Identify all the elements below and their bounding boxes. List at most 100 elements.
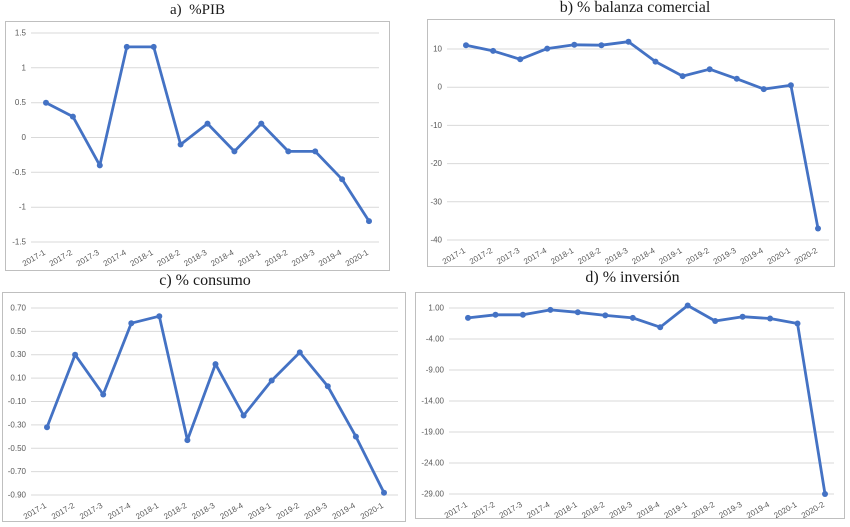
x-tick-label: 2019-2 [685,246,712,266]
data-point [794,320,801,327]
y-tick-label: -0.30 [8,420,27,429]
chart-a-title: a) %PIB [170,2,225,18]
x-tick-label: 2018-2 [576,246,603,266]
data-point [381,489,387,496]
x-tick-label: 2019-3 [712,246,739,266]
x-tick-label: 2019-2 [690,500,717,518]
x-tick-label: 2017-1 [441,246,468,266]
x-tick-label: 2018-1 [134,501,161,521]
y-tick-label: 0.10 [10,374,26,383]
y-tick-label: 0.5 [15,98,27,107]
y-tick-label: -9.00 [426,366,445,375]
data-point [96,162,103,169]
x-tick-label: 2017-2 [48,248,75,269]
chart-c-panel: 0.70 0.50 0.30 0.10 -0.10 -0.30 -0.50 -0.70 -0.9… [2,292,406,522]
data-point [706,66,713,73]
x-tick-label: 2017-3 [495,246,522,266]
y-tick-label: -0.5 [12,168,26,177]
y-tick-label: -0.50 [8,444,27,453]
data-point [69,113,76,120]
y-tick-label: -0.10 [8,397,27,406]
data-point [324,383,331,390]
x-tick-label: 2017-4 [106,501,133,521]
x-tick-label: 2019-4 [739,246,766,266]
y-tick-label: -19.00 [421,428,444,437]
y-tick-label: 0 [22,133,27,142]
data-point [204,120,211,127]
data-point [679,73,686,80]
x-tick-label: 2020-2 [793,246,820,266]
data-point [787,82,794,89]
y-tick-label: 10 [433,45,442,54]
x-tick-label: 2018-4 [219,501,246,521]
chart-d-title: d) % inversión [585,269,680,286]
y-tick-label: -40 [430,236,442,245]
chart-c-title: c) % consumo [159,272,251,289]
data-point [739,313,746,320]
x-tick-label: 2019-1 [236,248,263,269]
x-tick-label: 2017-3 [498,500,525,518]
data-point [268,377,275,384]
chart-b-title: b) % balanza comercial [559,0,711,16]
y-tick-label: -20 [430,159,442,168]
data-point [629,314,636,321]
y-tick-label: -1 [19,203,27,212]
x-tick-label: 2019-1 [658,246,685,266]
x-tick-label: 2020-1 [766,246,793,266]
y-tick-label: -1.5 [12,238,26,247]
data-point [72,351,79,358]
data-point [684,302,691,309]
x-tick-label: 2019-3 [718,500,745,518]
data-point [822,491,828,497]
chart-d-panel: 1.00 -4.00 -9.00 -14.00 -19.00 -24.00 -29.00 20… [415,292,845,519]
line-series [464,40,820,230]
y-tick-label: 0 [438,83,443,92]
x-tick-label: 2017-1 [22,501,49,521]
data-point [212,361,219,368]
data-point [352,433,359,440]
x-tick-label: 2018-2 [162,501,189,521]
data-point [490,47,497,54]
data-point [492,311,499,318]
x-tick-label: 2017-2 [470,500,497,518]
x-tick-label: 2017-1 [443,500,470,518]
data-point [815,225,821,232]
chart-d-canvas: 1.00-4.00-9.00-14.00-19.00-24.00-29.0020… [421,302,834,518]
data-point [574,309,581,316]
data-point [652,58,659,65]
x-tick-label: 2017-3 [78,501,105,521]
data-point [296,349,303,356]
x-tick-label: 2020-1 [359,501,386,521]
data-point [240,412,247,419]
x-tick-label: 2018-2 [580,500,607,518]
x-tick-label: 2019-2 [263,248,290,269]
y-tick-label: 0.50 [10,327,26,336]
data-point [43,99,49,106]
data-point [598,42,605,49]
data-point [100,391,107,398]
y-tick-label: -10 [430,121,442,130]
x-tick-label: 2018-4 [635,500,662,518]
data-point [177,141,184,148]
x-tick-label: 2018-1 [553,500,580,518]
data-point [150,43,157,50]
x-tick-label: 2019-1 [247,501,274,521]
data-point [184,437,191,444]
x-tick-label: 2018-2 [156,248,183,269]
y-tick-label: -14.00 [421,397,444,406]
data-point [657,324,664,331]
data-point [258,120,265,127]
y-tick-label: -4.00 [426,335,445,344]
chart-b-panel: 10 0 -10 -20 -30 -40 2017-1 2017-2 2017-3 2017-4 2… [427,19,835,267]
y-tick-label: 1.5 [15,29,27,38]
data-point [733,75,740,82]
x-tick-label: 2019-4 [317,248,344,269]
x-tick-label: 2019-1 [663,500,690,518]
data-point [463,42,469,49]
y-tick-label: -29.00 [421,490,444,499]
data-point [625,38,632,45]
x-tick-label: 2019-4 [331,501,358,521]
y-tick-label: 1.00 [428,304,444,313]
data-point [366,218,372,225]
